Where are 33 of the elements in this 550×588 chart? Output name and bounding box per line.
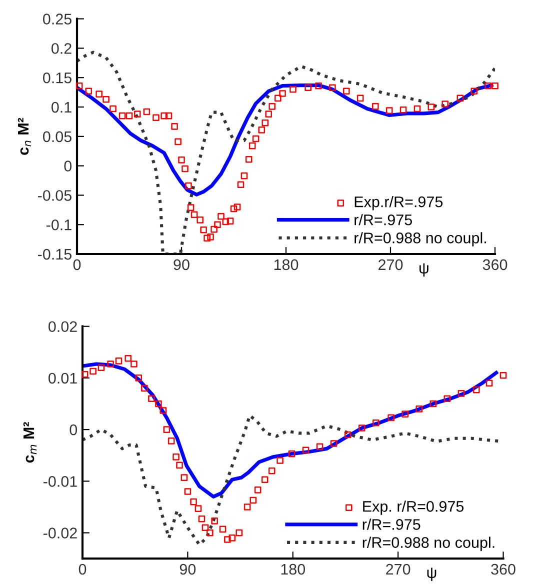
y-tick-label: 0.1	[52, 102, 72, 113]
y-tick-label: -0.05	[38, 190, 72, 201]
legend-label: r/R=.975	[362, 518, 420, 530]
y-axis-title: c$_{m}$ M²	[23, 422, 37, 463]
legend-label: r/R=0.988 no coupl.	[362, 536, 494, 551]
x-tick-label: 90	[180, 564, 196, 575]
y-axis-title: c$_{n}$ M²	[18, 118, 32, 155]
y-tick-label: -0.01	[44, 476, 77, 487]
legend-label: r/R=0.988 no coupl.	[354, 232, 486, 246]
legend-label: Exp. r/R=0.975	[363, 500, 464, 515]
x-tick-label: 90	[174, 259, 190, 270]
legend-label: r/R=.975	[354, 214, 412, 226]
y-tick-label: -0.1	[46, 219, 72, 230]
y-tick-label: 0.02	[48, 321, 77, 332]
y-tick-label: -0.15	[38, 248, 72, 260]
y-tick-label: 0	[70, 424, 78, 436]
x-tick-label: 270	[378, 259, 403, 270]
y-tick-label: 0.05	[43, 131, 72, 142]
x-tick-label: 270	[386, 564, 410, 575]
y-tick-label: 0	[64, 160, 72, 172]
x-axis-title: ψ	[427, 568, 436, 581]
y-tick-label: 0.01	[48, 372, 77, 384]
x-tick-label: 0	[78, 564, 86, 575]
x-axis-title: ψ	[420, 263, 428, 276]
y-tick-label: 0.25	[43, 14, 72, 24]
x-tick-label: 180	[281, 564, 306, 575]
y-tick-label: 0.15	[43, 72, 72, 84]
x-tick-label: 180	[274, 259, 298, 270]
y-tick-label: 0.2	[52, 43, 72, 54]
x-tick-label: 360	[491, 564, 516, 575]
x-tick-label: 360	[482, 259, 508, 270]
legend-label: Exp.r/R=.975	[354, 196, 443, 210]
y-tick-label: -0.02	[44, 528, 77, 538]
